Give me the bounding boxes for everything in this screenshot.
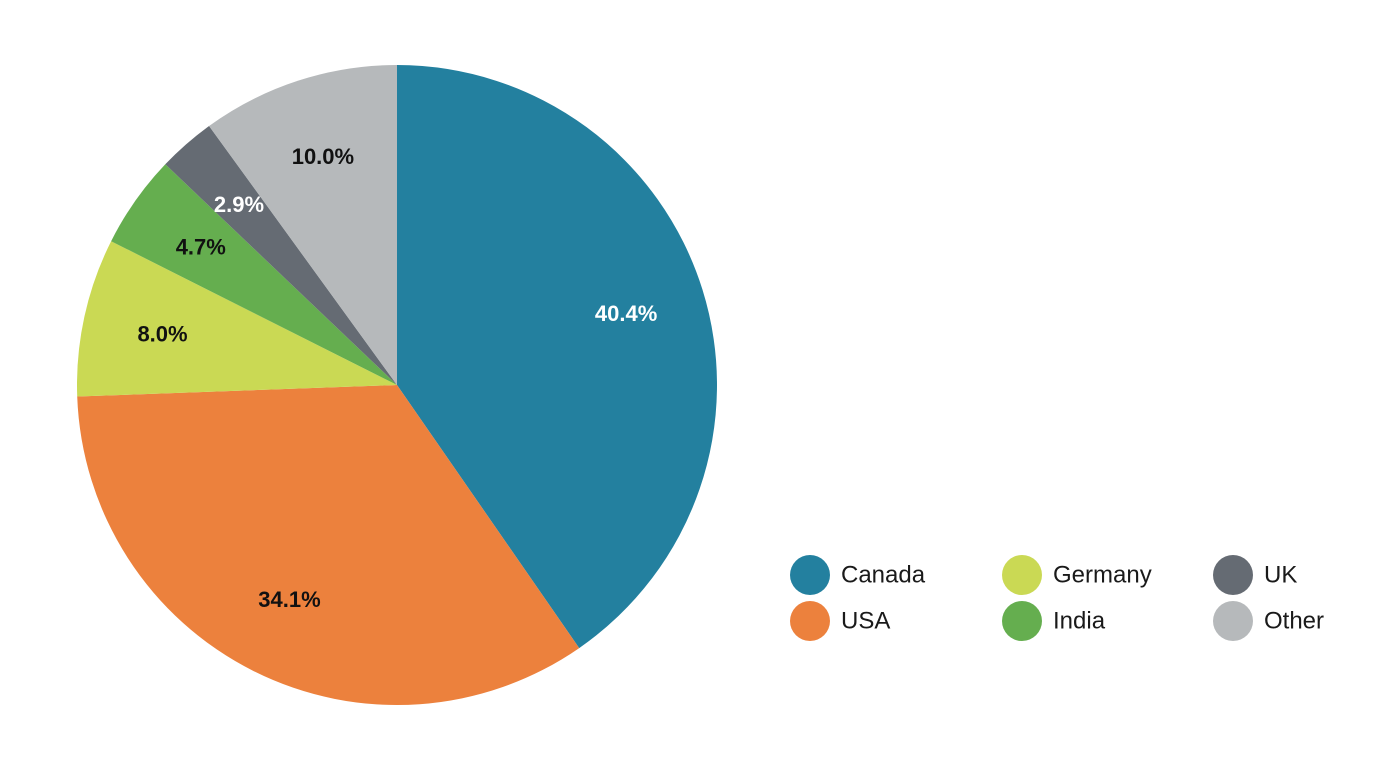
legend-label-uk: UK [1264,562,1297,589]
legend-label-india: India [1053,608,1106,635]
legend-label-canada: Canada [841,562,926,589]
legend-marker-usa [790,601,830,641]
legend-item-germany: Germany [1002,555,1152,595]
legend-label-germany: Germany [1053,562,1152,589]
legend-marker-india [1002,601,1042,641]
slice-label-india: 4.7% [176,234,226,259]
slice-label-canada: 40.4% [595,301,657,326]
pie-slice-uk [165,125,397,385]
legend-item-uk: UK [1213,555,1297,595]
pie-slice-usa [77,385,580,706]
legend-label-usa: USA [841,608,890,635]
legend-marker-uk [1213,555,1253,595]
legend-label-other: Other [1264,608,1324,635]
legend-item-india: India [1002,601,1106,641]
legend: Canada USA Germany India UK Other [790,555,1324,641]
slice-label-germany: 8.0% [137,321,187,346]
pie-slice-germany [77,241,398,397]
legend-marker-other [1213,601,1253,641]
legend-item-usa: USA [790,601,890,641]
legend-item-canada: Canada [790,555,926,595]
slice-label-uk: 2.9% [214,192,264,217]
legend-marker-germany [1002,555,1042,595]
slice-label-usa: 34.1% [258,587,320,612]
pie-labels: 40.4% 34.1% 8.0% 4.7% 2.9% 10.0% [137,144,657,612]
slice-label-other: 10.0% [292,144,354,169]
pie-slice-india [111,164,398,385]
pie-slices [77,65,718,706]
pie-slice-other [209,65,397,385]
legend-item-other: Other [1213,601,1324,641]
legend-marker-canada [790,555,830,595]
pie-slice-canada [397,65,718,649]
